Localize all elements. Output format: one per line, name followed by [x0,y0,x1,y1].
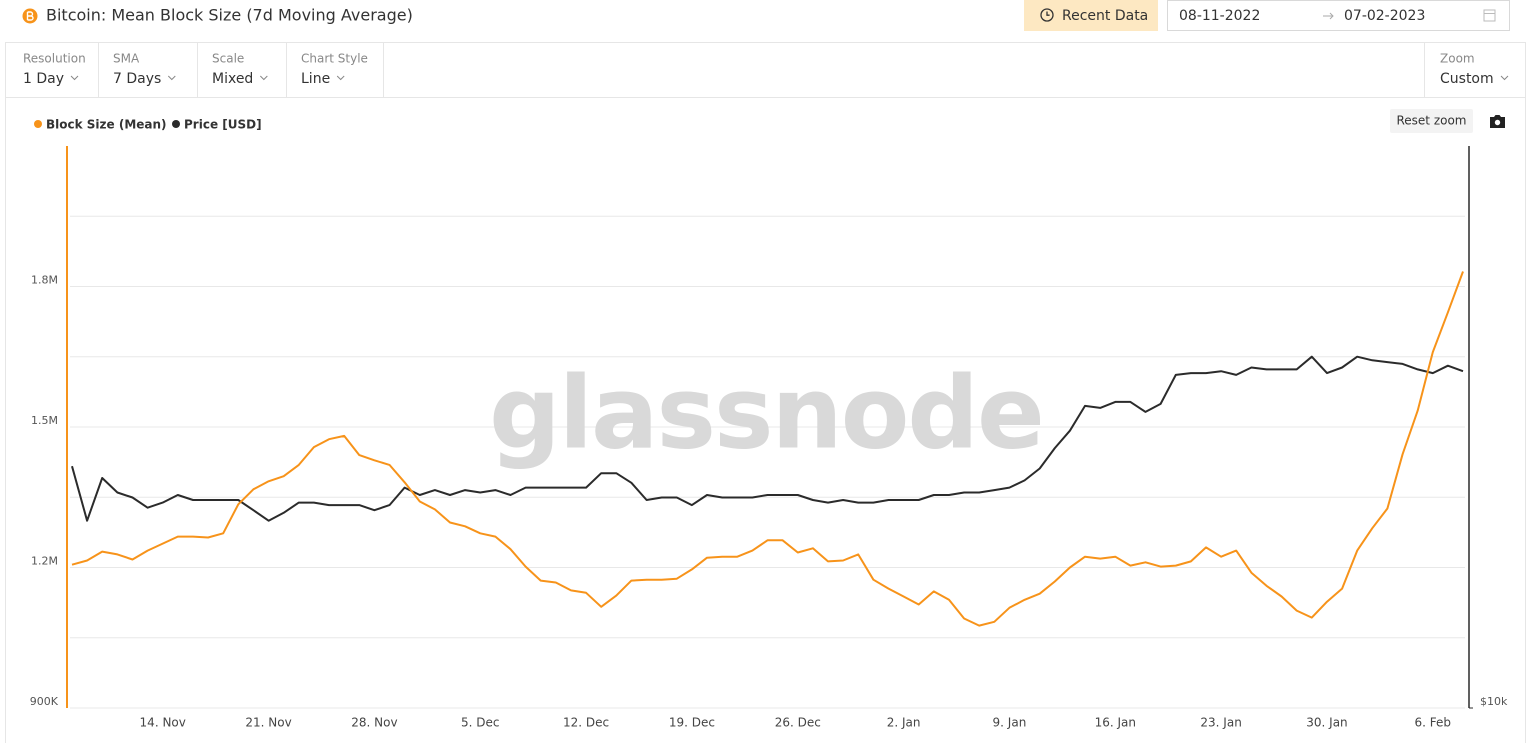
date-range-input[interactable] [1167,0,1510,31]
y-tick-label: 900K [30,695,59,708]
clock-icon [1040,8,1054,22]
x-tick-label: 16. Jan [1095,716,1136,730]
reset-zoom-label[interactable]: Reset zoom [1396,114,1466,128]
x-tick-label: 26. Dec [775,716,821,730]
x-tick-label: 21. Nov [245,716,291,730]
x-tick-label: 30. Jan [1306,716,1347,730]
series-line [71,355,1464,522]
legend-dot [34,120,42,128]
x-tick-label: 5. Dec [461,716,499,730]
reset-zoom-button[interactable] [1390,109,1473,133]
chevron [336,75,345,81]
recent-data-label[interactable]: Recent Data [1062,8,1148,24]
control-value[interactable]: Line [301,71,330,87]
control-label: Resolution [23,52,86,66]
chevron [167,75,176,81]
y2-tick-label: $10k [1480,695,1508,708]
control-label: SMA [113,52,140,66]
x-tick-label: 9. Jan [993,716,1027,730]
legend-label[interactable]: Block Size (Mean) [46,118,167,132]
watermark: glassnode [489,354,1043,471]
zoom-label: Zoom [1440,52,1475,66]
chart-panel [5,42,1526,743]
date-to[interactable]: 07-02-2023 [1344,8,1425,24]
zoom-value[interactable]: Custom [1440,71,1494,87]
range-arrow [1323,12,1334,20]
page-title: Bitcoin: Mean Block Size (7d Moving Aver… [46,6,413,25]
x-tick-label: 2. Jan [887,716,921,730]
plot: 900K 1.2M 1.5M 1.8M $10k glassnode 14. Nov 21. … [30,146,1508,730]
legend-dot [172,120,180,128]
legend-label[interactable]: Price [USD] [184,118,262,132]
control-value[interactable]: 7 Days [113,71,161,87]
x-tick-label: 12. Dec [563,716,609,730]
date-from[interactable]: 08-11-2022 [1179,8,1260,24]
x-tick-label: 28. Nov [351,716,397,730]
chevron [70,75,79,81]
control-label: Scale [212,52,244,66]
calendar-icon[interactable] [1483,9,1496,22]
x-tick-label: 19. Dec [669,716,715,730]
clock-hands [1046,11,1050,16]
camera-lens [1494,119,1501,126]
series-line [71,271,1464,627]
x-tick-label: 6. Feb [1415,716,1452,730]
y-tick-label: 1.8M [31,274,58,287]
x-tick-label: 14. Nov [140,716,186,730]
x-tick-label: 23. Jan [1200,716,1241,730]
chevron [1500,75,1509,81]
recent-data-button[interactable] [1024,0,1158,31]
bitcoin-glyph [26,11,34,21]
control-value[interactable]: Mixed [212,71,253,87]
y-tick-label: 1.5M [31,414,58,427]
controls: Resolution 1 Day SMA 7 Days Scale Mixed Chart … [23,43,384,97]
chevron [259,75,268,81]
control-value[interactable]: 1 Day [23,71,64,87]
control-label: Chart Style [301,52,368,66]
y-tick-label: 1.2M [31,555,58,568]
